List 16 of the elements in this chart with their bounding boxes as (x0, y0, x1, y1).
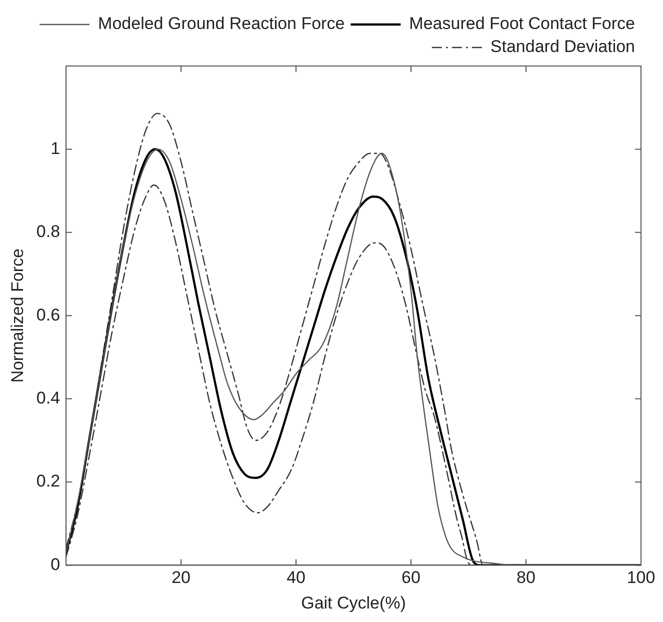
x-axis-title: Gait Cycle(%) (301, 593, 406, 612)
x-tick-label: 80 (516, 568, 536, 588)
y-axis-title: Normalized Force (8, 248, 27, 383)
y-tick-label: 0.2 (36, 472, 60, 491)
x-tick-label: 100 (626, 568, 656, 588)
x-tick-label: 40 (286, 568, 306, 588)
legend-label: Modeled Ground Reaction Force (98, 14, 345, 34)
y-tick-label: 0.6 (36, 305, 60, 324)
y-tick-label: 0.4 (36, 388, 60, 408)
y-tick-label: 0 (50, 554, 60, 574)
legend-label: Measured Foot Contact Force (409, 14, 636, 34)
x-tick-label: 20 (172, 568, 190, 588)
y-tick-label: 1 (50, 138, 60, 158)
y-tick-label: 0.8 (36, 222, 60, 242)
legend-label: Standard Deviation (490, 37, 635, 56)
x-tick-label: 60 (402, 568, 420, 588)
